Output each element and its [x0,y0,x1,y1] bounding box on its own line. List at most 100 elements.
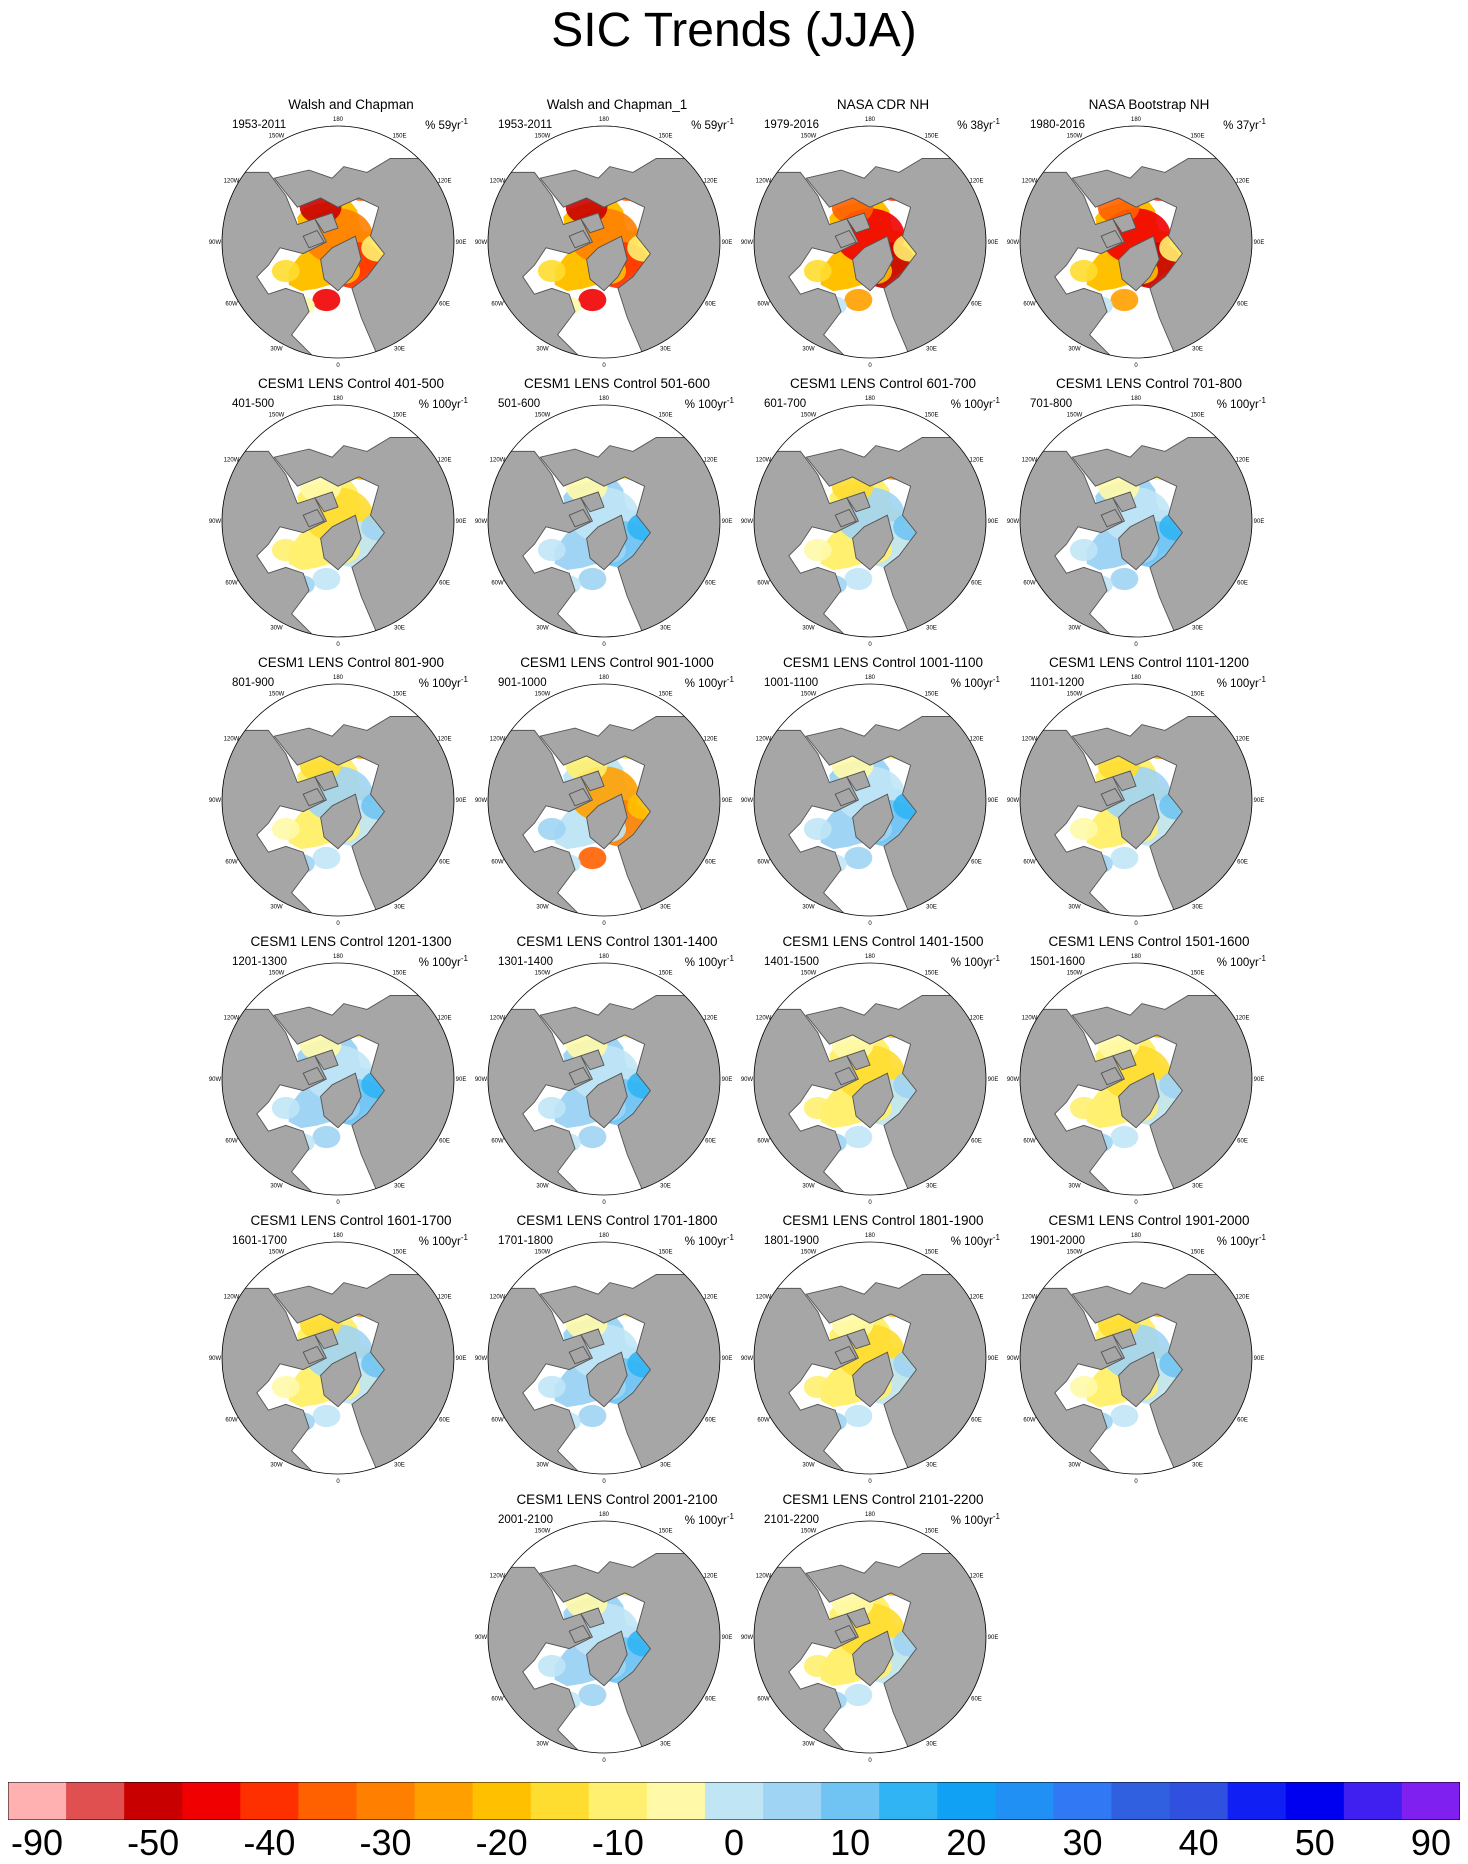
panel-unit-exponent: -1 [1258,1233,1266,1242]
panel-period: 1201-1300 [232,956,287,968]
colorbar-swatch [1285,1782,1345,1820]
longitude-label: 30E [926,1742,937,1748]
panel-title: CESM1 LENS Control 1501-1600 [1048,934,1250,949]
map-panel: 180 150E 120E 90E 60E 30E 0 30W 60W 90W 120W 150W CE… [741,1492,1016,1772]
panel-title: CESM1 LENS Control 401-500 [257,376,445,391]
panel-unit-text: % 100yr [418,677,461,690]
land-mass [586,1072,628,1129]
polar-map: 180 150E 120E 90E 60E 30E 0 30W 60W 90W 120W 150W [1007,1233,1265,1485]
panel-period: 1953-2011 [232,119,287,131]
longitude-label: 90E [1254,798,1265,804]
longitude-label: 180 [865,117,876,123]
colorbar-swatch [1227,1782,1287,1820]
panel-unit: % 100yr-1 [1217,1233,1266,1248]
longitude-label: 90W [209,1077,222,1083]
sea-ice-trend-cell [537,1654,566,1678]
polar-map: 180 150E 120E 90E 60E 30E 0 30W 60W 90W 120W 150W [741,1512,999,1764]
longitude-label: 30W [1068,1184,1081,1190]
map-boundary [753,1241,987,1475]
longitude-label: 120W [490,1574,506,1580]
longitude-label: 60E [971,1418,982,1424]
panel-unit-exponent: -1 [460,117,468,126]
map-boundary [1019,125,1253,359]
land-mass [320,793,362,850]
map-boundary [753,125,987,359]
colorbar-tick-label: -20 [475,1822,528,1863]
panel-period: 1953-2011 [498,119,553,131]
sea-ice-trend-cell [1069,1096,1098,1120]
longitude-label: 60W [757,1697,770,1703]
land-mass [1118,235,1160,292]
longitude-label: 60W [491,860,504,866]
longitude-label: 60E [971,581,982,587]
longitude-label: 0 [868,642,872,648]
land-mass [1071,158,1252,358]
panel-unit-exponent: -1 [1258,954,1266,963]
longitude-label: 90W [475,798,488,804]
map-panel: 180 150E 120E 90E 60E 30E 0 30W 60W 90W 120W 150W Wa… [209,97,484,377]
sea-ice-trend-cell [271,259,300,283]
longitude-label: 150W [269,692,285,698]
longitude-label: 0 [1134,642,1138,648]
colorbar-tick-label: 50 [1294,1822,1335,1863]
land-mass [568,1345,591,1365]
longitude-label: 120E [437,458,451,464]
longitude-label: 60E [1237,1139,1248,1145]
land-mass [222,171,328,358]
map-panel: 180 150E 120E 90E 60E 30E 0 30W 60W 90W 120W 150W CE… [475,655,750,935]
colorbar-tick-label: 10 [830,1822,871,1863]
longitude-label: 0 [602,363,606,369]
colorbar-swatch [821,1782,880,1820]
chart-title: SIC Trends (JJA) [551,4,917,57]
longitude-label: 60W [225,1418,238,1424]
longitude-label: 150E [658,1250,672,1256]
land-mass [314,212,339,234]
longitude-label: 150W [535,1529,551,1535]
land-mass [1118,514,1160,571]
longitude-label: 150E [924,1250,938,1256]
longitude-label: 0 [868,1479,872,1485]
land-mass [488,1287,594,1474]
panel-unit-text: % 100yr [950,1235,993,1248]
land-mass [314,491,339,513]
longitude-label: 60E [705,1139,716,1145]
land-mass [1020,729,1126,916]
longitude-label: 30W [1068,1463,1081,1469]
longitude-label: 0 [336,1200,340,1206]
land-mass [314,1049,339,1071]
land-mass [539,995,720,1195]
colorbar-tick-label: -30 [359,1822,412,1863]
longitude-label: 0 [602,1479,606,1485]
polar-map: 180 150E 120E 90E 60E 30E 0 30W 60W 90W 120W 150W [1007,396,1265,648]
land-mass [273,437,454,637]
map-panel: 180 150E 120E 90E 60E 30E 0 30W 60W 90W 120W 150W CE… [741,376,1016,656]
sea-ice-trend-cell [844,1683,873,1707]
longitude-label: 60E [1237,1418,1248,1424]
land-mass [1118,793,1160,850]
panel-unit: % 100yr-1 [1217,396,1266,411]
longitude-label: 60W [757,1418,770,1424]
panel-unit-text: % 100yr [684,677,727,690]
land-mass [320,235,362,292]
panel-period: 1979-2016 [764,119,819,131]
longitude-label: 60E [439,1418,450,1424]
map-panel: 180 150E 120E 90E 60E 30E 0 30W 60W 90W 120W 150W NA… [1007,97,1282,377]
longitude-label: 90W [1007,240,1020,246]
longitude-label: 30E [660,347,671,353]
land-mass [754,1566,860,1753]
land-mass [302,508,325,528]
map-panel: 180 150E 120E 90E 60E 30E 0 30W 60W 90W 120W 150W CE… [475,1492,750,1772]
sea-ice-trend-cell [803,259,832,283]
longitude-label: 180 [333,954,344,960]
land-mass [580,212,605,234]
longitude-label: 120E [1235,1295,1249,1301]
land-mass [846,1049,871,1071]
land-mass [846,212,871,234]
longitude-label: 60W [225,860,238,866]
longitude-label: 180 [599,1512,610,1518]
map-boundary [487,1520,721,1754]
panel-title: CESM1 LENS Control 1901-2000 [1048,1213,1250,1228]
panel-unit-text: % 100yr [684,398,727,411]
longitude-label: 150W [269,134,285,140]
map-panel: 180 150E 120E 90E 60E 30E 0 30W 60W 90W 120W 150W CE… [1007,934,1282,1214]
